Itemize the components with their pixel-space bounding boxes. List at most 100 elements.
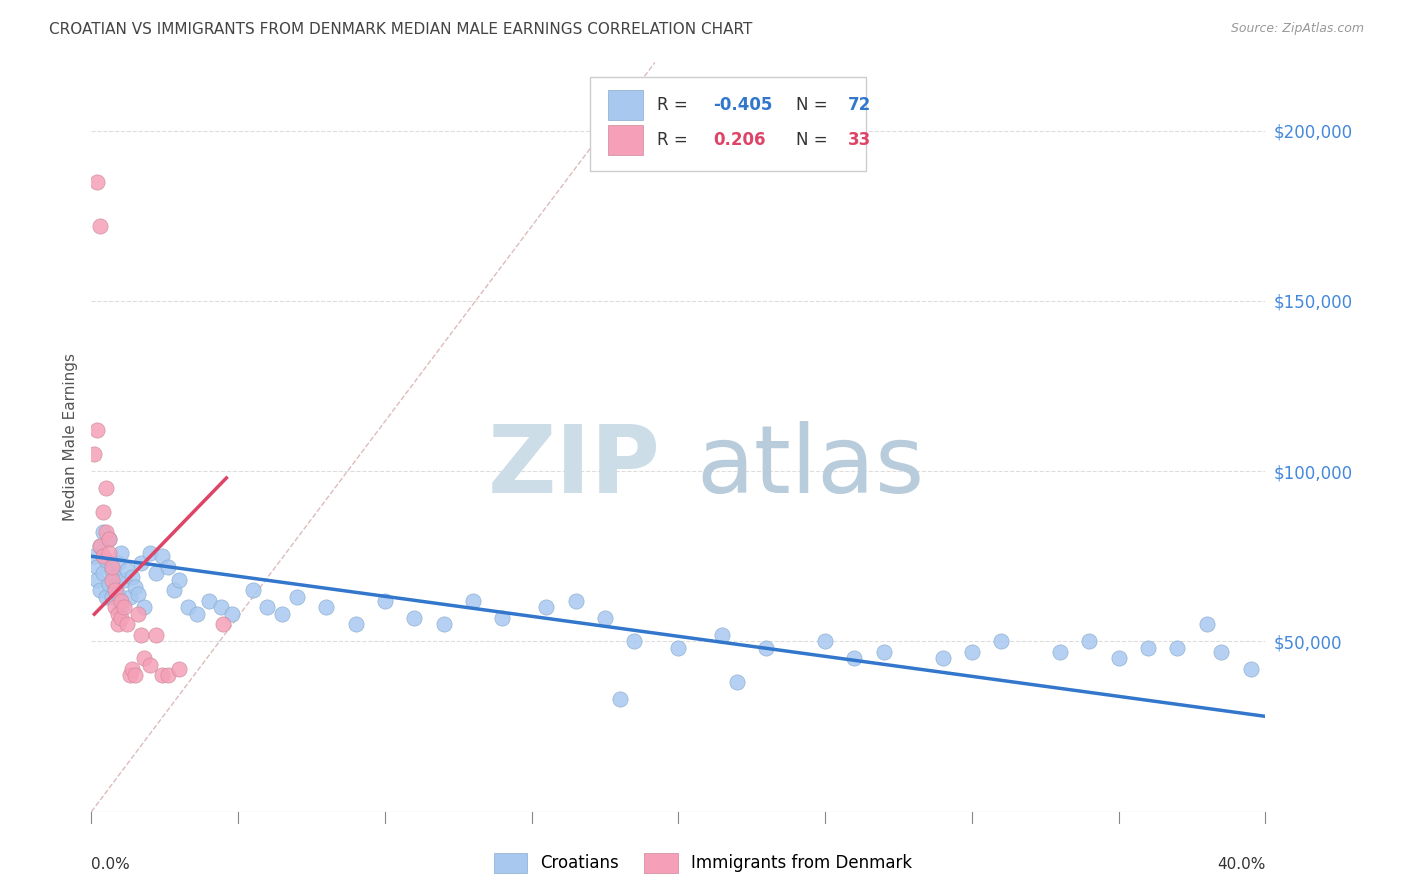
Point xyxy=(177,600,200,615)
FancyBboxPatch shape xyxy=(607,90,643,120)
Point xyxy=(374,593,396,607)
Text: CROATIAN VS IMMIGRANTS FROM DENMARK MEDIAN MALE EARNINGS CORRELATION CHART: CROATIAN VS IMMIGRANTS FROM DENMARK MEDI… xyxy=(49,22,752,37)
Point xyxy=(83,447,105,461)
Point xyxy=(931,651,953,665)
Point xyxy=(86,423,108,437)
Point xyxy=(86,559,108,574)
Text: Source: ZipAtlas.com: Source: ZipAtlas.com xyxy=(1230,22,1364,36)
Point xyxy=(990,634,1012,648)
Point xyxy=(156,668,179,682)
Text: N =: N = xyxy=(796,130,832,149)
Point xyxy=(315,600,337,615)
Text: 40.0%: 40.0% xyxy=(1218,856,1265,871)
Point xyxy=(86,175,108,189)
Point xyxy=(536,600,558,615)
Point xyxy=(344,617,367,632)
Point xyxy=(197,593,219,607)
Point xyxy=(150,549,173,564)
Point xyxy=(107,587,129,601)
Text: atlas: atlas xyxy=(696,421,924,513)
Point xyxy=(110,546,132,560)
Point xyxy=(242,583,264,598)
Point xyxy=(256,600,278,615)
Point xyxy=(139,546,162,560)
Text: R =: R = xyxy=(657,96,693,114)
Point xyxy=(110,593,132,607)
Point xyxy=(107,607,129,622)
Point xyxy=(101,573,124,587)
Point xyxy=(89,539,111,553)
Point xyxy=(711,627,734,641)
Point xyxy=(209,600,232,615)
Point xyxy=(94,590,117,604)
Point xyxy=(1166,641,1188,656)
Text: R =: R = xyxy=(657,130,699,149)
Point xyxy=(101,559,124,574)
FancyBboxPatch shape xyxy=(607,125,643,154)
Point xyxy=(1136,641,1159,656)
Point xyxy=(115,617,138,632)
Point xyxy=(873,645,896,659)
Point xyxy=(121,662,143,676)
Point xyxy=(101,590,124,604)
Point xyxy=(564,593,586,607)
Point xyxy=(169,662,191,676)
Point xyxy=(98,546,121,560)
Point xyxy=(1078,634,1101,648)
Point xyxy=(134,651,156,665)
Point xyxy=(104,583,127,598)
Point xyxy=(98,576,121,591)
Legend: Croatians, Immigrants from Denmark: Croatians, Immigrants from Denmark xyxy=(488,847,918,880)
Point xyxy=(844,651,866,665)
Point xyxy=(156,559,179,574)
Text: ZIP: ZIP xyxy=(488,421,661,513)
Point xyxy=(127,607,149,622)
Y-axis label: Median Male Earnings: Median Male Earnings xyxy=(62,353,77,521)
Point xyxy=(186,607,208,622)
Point xyxy=(86,573,108,587)
Point xyxy=(98,533,121,547)
Point xyxy=(960,645,983,659)
Point xyxy=(725,675,748,690)
Point xyxy=(404,610,426,624)
Point xyxy=(221,607,243,622)
Point xyxy=(150,668,173,682)
Point xyxy=(118,668,141,682)
Text: -0.405: -0.405 xyxy=(714,96,773,114)
Point xyxy=(124,668,146,682)
Point xyxy=(91,505,114,519)
Point xyxy=(169,573,191,587)
Point xyxy=(107,617,129,632)
Point xyxy=(104,580,127,594)
Point xyxy=(101,563,124,577)
Point xyxy=(593,610,616,624)
Point xyxy=(1108,651,1130,665)
Point xyxy=(89,219,111,233)
Point xyxy=(666,641,689,656)
Point xyxy=(134,600,156,615)
Point xyxy=(814,634,837,648)
Point xyxy=(124,580,146,594)
Point xyxy=(91,549,114,564)
Point xyxy=(115,563,138,577)
Point xyxy=(491,610,513,624)
Point xyxy=(461,593,484,607)
Point xyxy=(1211,645,1233,659)
Point xyxy=(212,617,235,632)
Point xyxy=(89,583,111,598)
Point xyxy=(285,590,308,604)
Text: 0.206: 0.206 xyxy=(714,130,766,149)
Point xyxy=(609,692,631,706)
Text: N =: N = xyxy=(796,96,832,114)
Text: 0.0%: 0.0% xyxy=(91,856,131,871)
Text: 72: 72 xyxy=(848,96,870,114)
Point xyxy=(104,570,127,584)
Point xyxy=(91,525,114,540)
Point xyxy=(755,641,778,656)
Point xyxy=(89,539,111,553)
Point xyxy=(139,658,162,673)
Point xyxy=(121,570,143,584)
Point xyxy=(129,627,152,641)
Point xyxy=(145,566,167,581)
Point xyxy=(432,617,454,632)
